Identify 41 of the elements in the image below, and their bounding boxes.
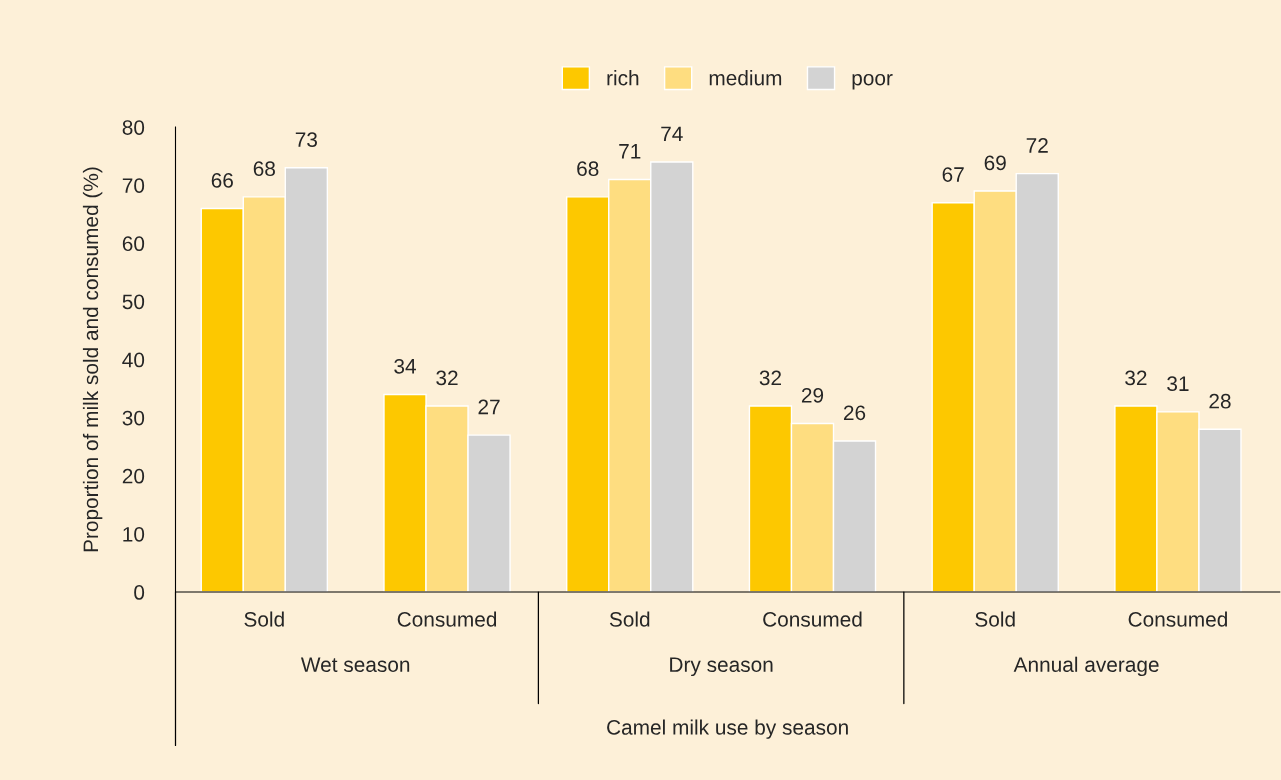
data-label: 32 xyxy=(436,370,458,386)
x-tick-label: Consumed xyxy=(763,611,862,627)
x-axis-title: Camel milk use by season xyxy=(607,719,848,739)
text: Annual average xyxy=(1013,656,1159,677)
data-label: 31 xyxy=(1167,376,1189,392)
legend-label: poor xyxy=(852,73,893,90)
data-label: 34 xyxy=(394,358,416,374)
x-tick-label: Sold xyxy=(975,611,1015,627)
data-label: 73 xyxy=(295,132,317,148)
y-tick-label: 70 xyxy=(122,178,145,193)
y-tick-label: 0 xyxy=(134,585,145,600)
data-label: 32 xyxy=(759,370,781,386)
x-tick-label: Consumed xyxy=(397,611,497,627)
y-axis-title: Proportion of milk sold and consumed (%) xyxy=(82,167,103,552)
data-label: 26 xyxy=(843,405,866,421)
y-tick-label: 30 xyxy=(122,410,145,426)
data-label: 66 xyxy=(211,172,233,188)
data-label: 68 xyxy=(577,161,599,177)
data-label: 72 xyxy=(1026,138,1048,153)
data-label: 27 xyxy=(478,399,500,415)
data-label: 32 xyxy=(1125,370,1147,386)
y-tick-label: 80 xyxy=(122,120,145,135)
data-label: 29 xyxy=(801,387,824,403)
x-tick-label: Consumed xyxy=(1128,611,1227,627)
data-label: 67 xyxy=(942,167,964,182)
legend-label: rich xyxy=(607,70,639,86)
data-label: 68 xyxy=(253,161,275,177)
y-tick-label: 50 xyxy=(122,294,145,310)
text: Wet season xyxy=(300,657,410,672)
x-tick-label: Sold xyxy=(609,611,650,627)
y-tick-label: 10 xyxy=(123,526,145,542)
data-label: 69 xyxy=(984,155,1006,171)
legend-label: medium xyxy=(709,70,782,86)
x-tick-label: Sold xyxy=(244,611,284,627)
y-tick-label: 20 xyxy=(122,468,145,484)
y-tick-label: 40 xyxy=(122,352,145,368)
text: Dry season xyxy=(670,657,773,677)
y-tick-label: 60 xyxy=(122,236,145,252)
data-label: 74 xyxy=(661,126,683,142)
data-label: 28 xyxy=(1209,393,1231,409)
data-label: 71 xyxy=(619,144,641,159)
